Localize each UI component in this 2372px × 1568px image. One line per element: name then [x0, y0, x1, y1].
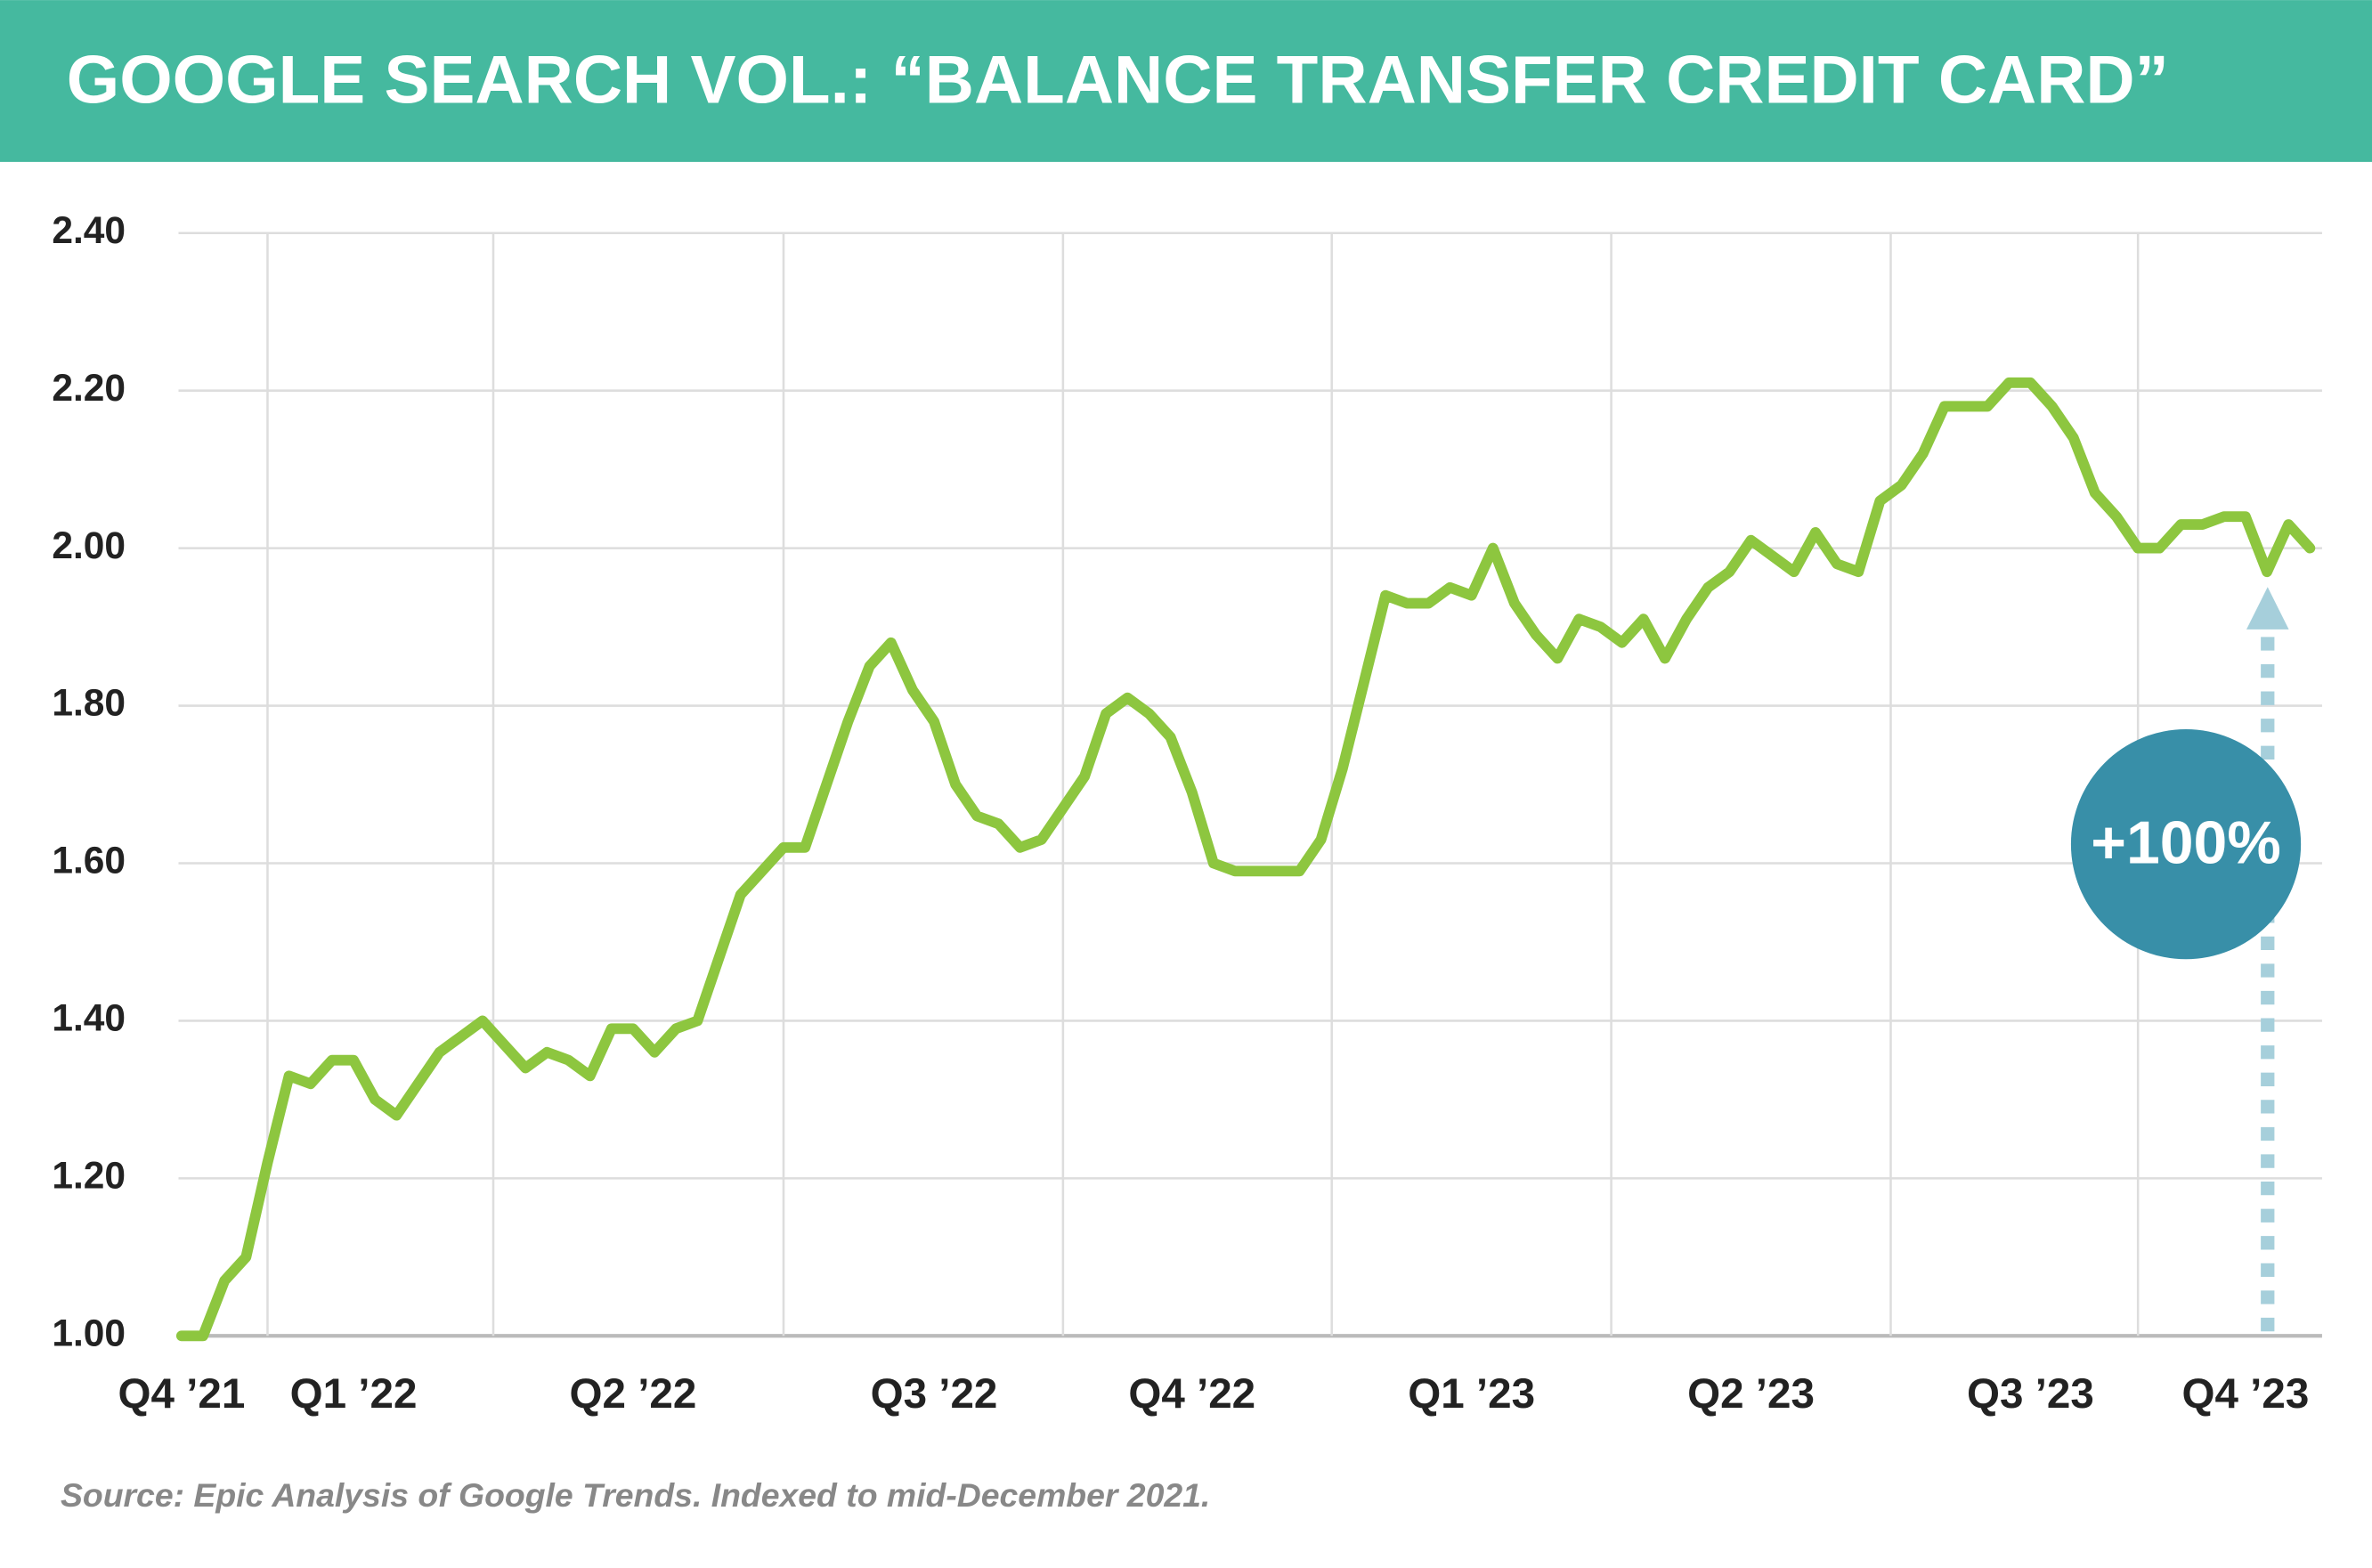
annotation-arrow-head — [2246, 587, 2289, 630]
x-tick-label: Q1 ’23 — [1408, 1370, 1535, 1418]
y-tick-label: 1.60 — [52, 840, 126, 881]
x-tick-label: Q2 ’22 — [570, 1370, 697, 1418]
x-tick-label: Q3 ’22 — [871, 1370, 998, 1418]
annotation-group: +100% — [2070, 587, 2302, 1332]
x-tick-label: Q2 ’23 — [1687, 1370, 1815, 1418]
y-tick-label: 1.80 — [52, 682, 126, 724]
annotation-label: +100% — [2091, 808, 2280, 876]
header-band — [0, 0, 2372, 162]
x-tick-label: Q4 ’21 — [118, 1370, 245, 1418]
chart-title: GOOGLE SEARCH VOL.: “BALANCE TRANSFER CR… — [67, 42, 2169, 118]
annotation-circle — [2070, 728, 2302, 960]
y-tick-label: 1.00 — [52, 1312, 126, 1354]
y-tick-label: 2.20 — [52, 367, 126, 409]
y-tick-label: 1.20 — [52, 1155, 126, 1197]
x-tick-label: Q4 ’22 — [1128, 1370, 1255, 1418]
x-tick-label: Q1 ’22 — [290, 1370, 418, 1418]
grid: 1.00 1.20 1.40 1.60 1.80 2.00 2.20 2.40 Q4 ’21 Q1… — [52, 209, 2322, 1418]
plot — [175, 377, 2316, 1342]
y-tick-label: 2.40 — [52, 209, 126, 251]
data-line — [175, 377, 2316, 1342]
y-tick-label: 1.40 — [52, 997, 126, 1039]
x-tick-label: Q4 ’23 — [2182, 1370, 2310, 1418]
source-note: Source: Epic Analysis of Google Trends. … — [61, 1476, 1210, 1514]
y-tick-label: 2.00 — [52, 524, 126, 566]
x-tick-label: Q3 ’23 — [1967, 1370, 2094, 1418]
